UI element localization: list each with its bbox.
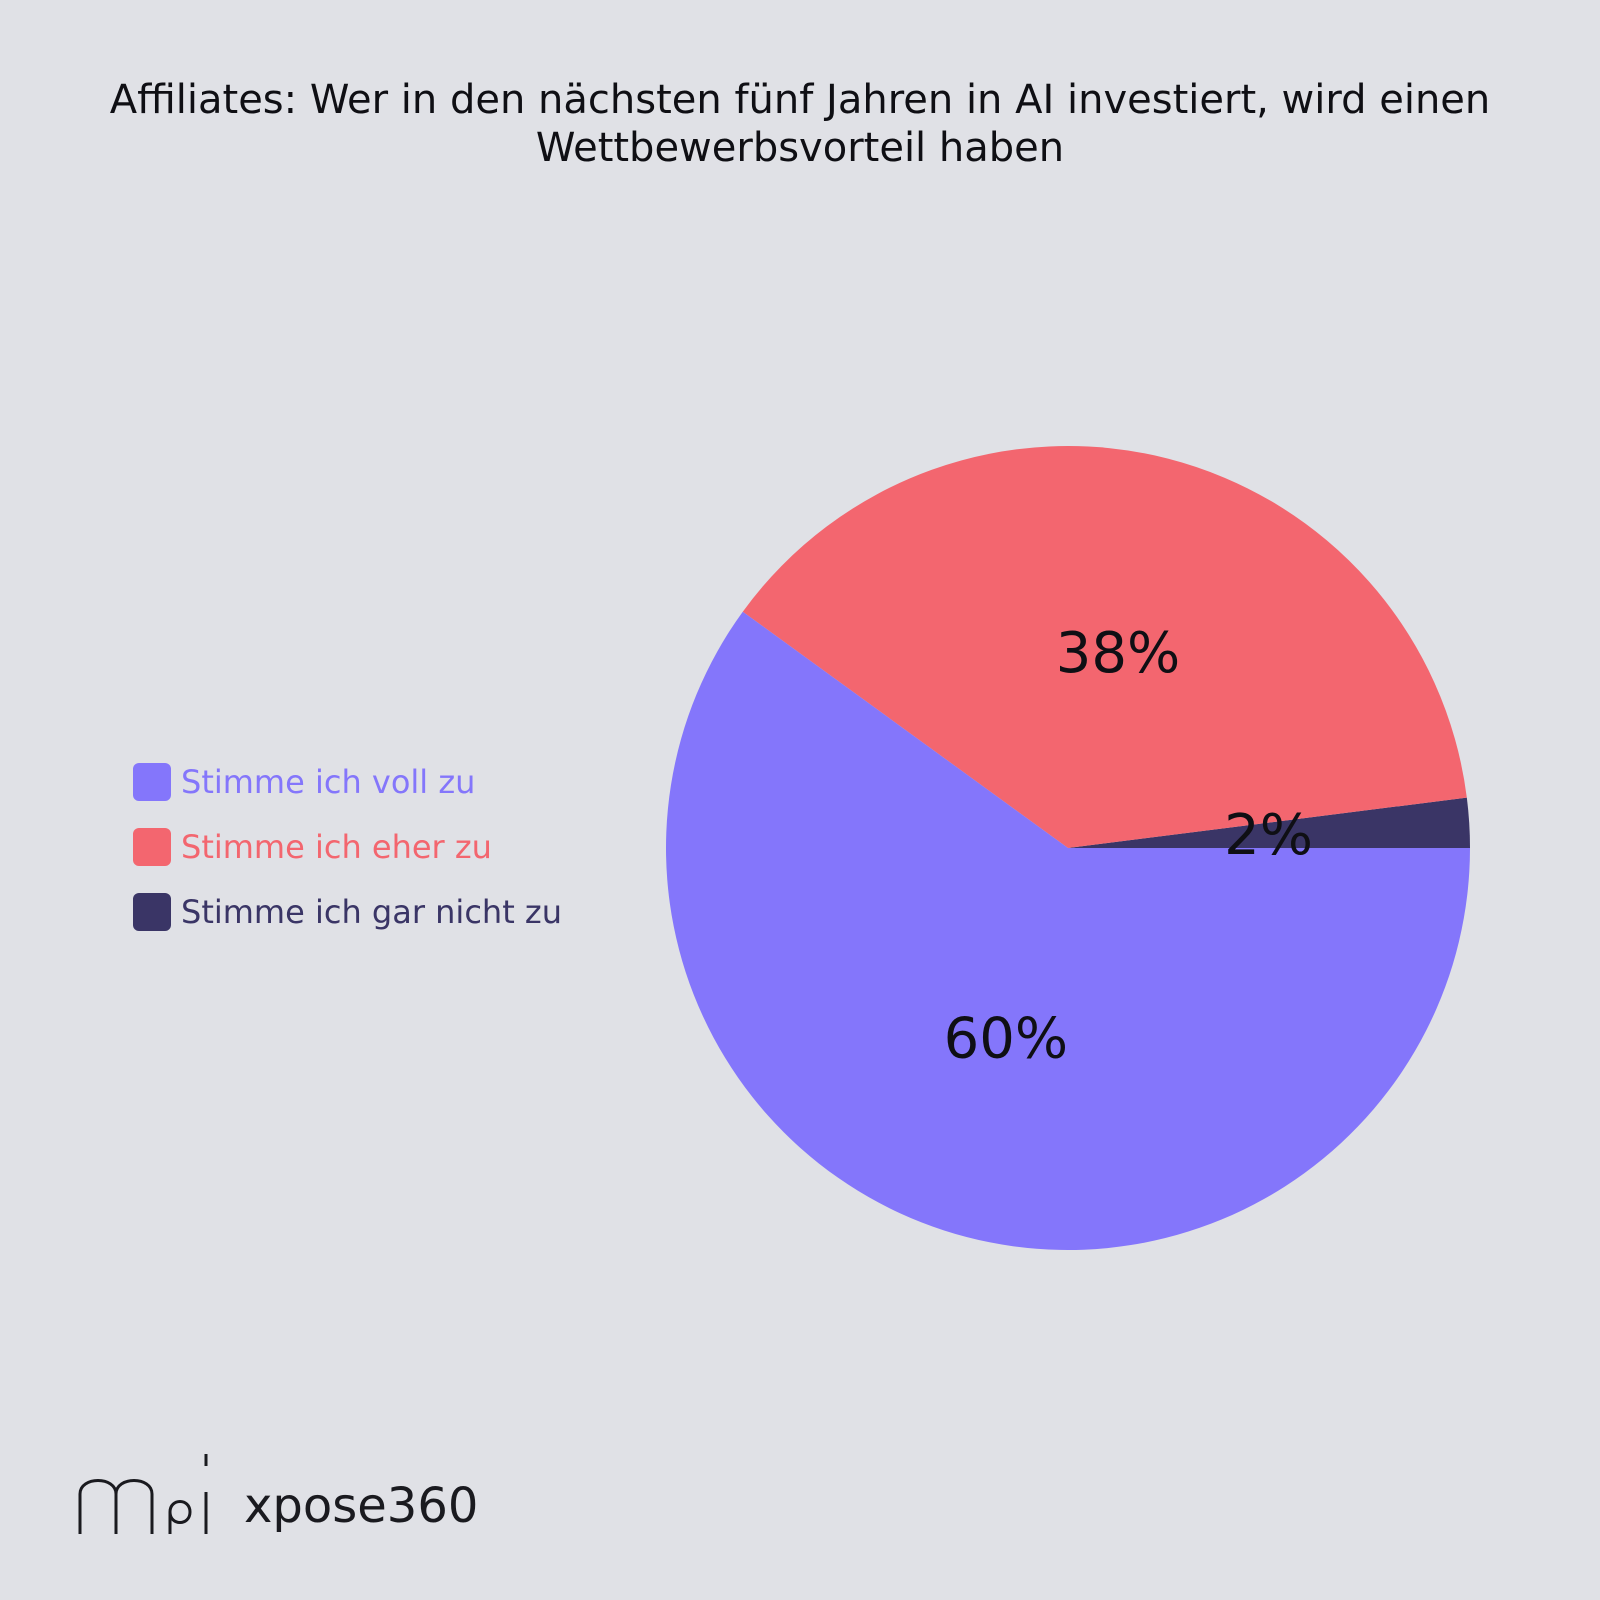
legend-item-2[interactable]: Stimme ich gar nicht zu <box>133 893 562 931</box>
pie-slice-label-1: 38% <box>1056 621 1180 686</box>
pie-slice-label-2: 2% <box>1224 803 1313 868</box>
pie-slice-label-0: 60% <box>944 1007 1068 1072</box>
pie-slice-0 <box>665 611 1470 1250</box>
brand-name: xpose360 <box>244 1478 479 1534</box>
mai-logo: mai <box>78 1454 208 1534</box>
pie-slice-2 <box>1068 797 1470 848</box>
legend-swatch <box>133 893 171 931</box>
legend-swatch <box>133 828 171 866</box>
chart-legend: Stimme ich voll zu Stimme ich eher zu Stim… <box>133 763 562 958</box>
pie-slice-1 <box>742 446 1467 848</box>
legend-label: Stimme ich eher zu <box>181 828 492 866</box>
chart-title: Affiliates: Wer in den nächsten fünf Jah… <box>109 77 1491 171</box>
legend-label: Stimme ich voll zu <box>181 763 476 801</box>
brand-footer: mai xpose360 <box>78 1452 478 1536</box>
legend-item-1[interactable]: Stimme ich eher zu <box>133 828 562 866</box>
legend-label: Stimme ich gar nicht zu <box>181 893 562 931</box>
legend-item-0[interactable]: Stimme ich voll zu <box>133 763 562 801</box>
legend-swatch <box>133 763 171 801</box>
